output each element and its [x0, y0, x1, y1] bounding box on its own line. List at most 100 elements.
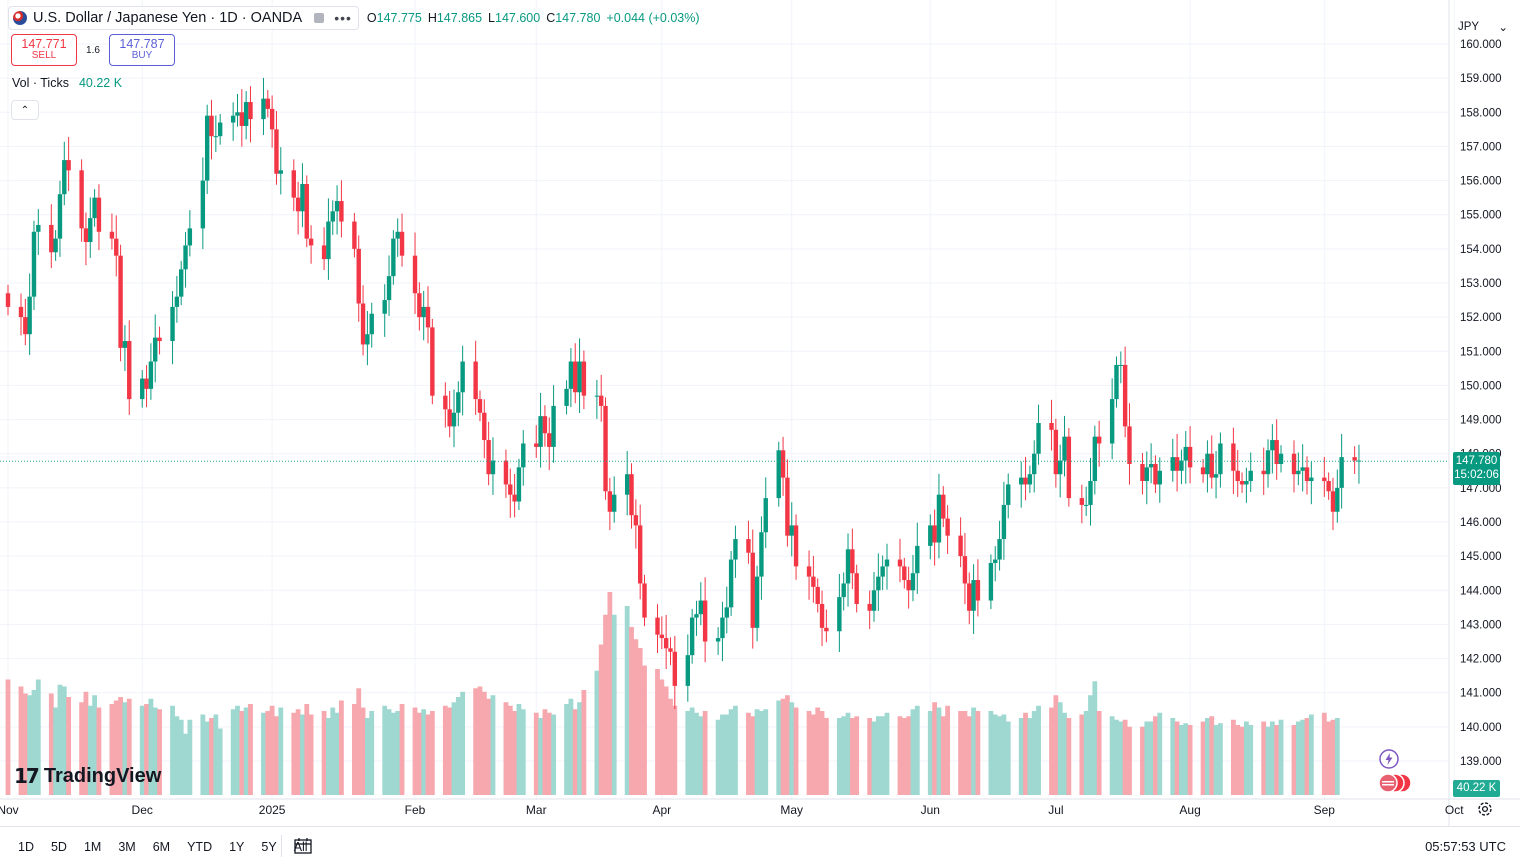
volume-bar [672, 705, 678, 795]
candle [880, 555, 885, 591]
price-tick-label: 141.000 [1460, 688, 1502, 700]
price-tick-label: 140.000 [1460, 722, 1502, 734]
volume-bar [421, 709, 427, 795]
candle-body [538, 416, 543, 447]
candle [1187, 426, 1193, 484]
candle [1261, 447, 1266, 495]
candle [66, 136, 71, 192]
volume-bar [1187, 725, 1193, 795]
price-tick-label: 160.000 [1460, 39, 1502, 51]
more-icon[interactable]: ••• [334, 10, 352, 26]
candle-body [1209, 453, 1214, 478]
volume-bar [1140, 726, 1145, 795]
flags-events-icon[interactable] [1376, 772, 1418, 794]
price-tick-label: 150.000 [1460, 380, 1502, 392]
candle [213, 115, 219, 153]
volume-bar [1031, 711, 1037, 795]
candle [326, 198, 331, 280]
candle [1326, 472, 1331, 500]
range-5y[interactable]: 5Y [261, 840, 277, 854]
volume-bar [425, 714, 431, 795]
volume-bar [217, 728, 223, 795]
candle-body [248, 102, 253, 120]
candle-body [1127, 426, 1132, 464]
candle [906, 566, 911, 609]
candle [936, 473, 942, 559]
volume-legend[interactable]: Vol · Ticks 40.22 K [12, 76, 122, 90]
candle-body [724, 607, 729, 618]
candle [1118, 351, 1124, 384]
volume-bar [958, 711, 963, 795]
volume-bar [932, 702, 938, 795]
candle-body [1122, 364, 1128, 427]
candle [369, 302, 374, 348]
volume-bar [1183, 723, 1189, 795]
candle [79, 159, 84, 242]
price-tick-label: 143.000 [1460, 619, 1502, 631]
volume-bar [1053, 695, 1059, 795]
utc-clock[interactable]: 05:57:53 UTC [1425, 839, 1506, 854]
buy-price: 147.787 [119, 37, 165, 51]
candle [724, 586, 729, 634]
candle [694, 600, 699, 636]
volume-bar [854, 716, 860, 795]
volume-bar [477, 686, 483, 795]
range-3m[interactable]: 3M [118, 840, 136, 854]
range-5d[interactable]: 5D [50, 840, 67, 854]
candle-body [1356, 460, 1362, 462]
symbol-title[interactable]: U.S. Dollar / Japanese Yen · 1D · OANDA [33, 10, 303, 26]
range-1d[interactable]: 1D [18, 840, 34, 854]
candle-body [213, 136, 219, 138]
candle-body [204, 115, 210, 181]
volume-bar [291, 712, 297, 795]
candle [612, 476, 617, 523]
candle [941, 486, 946, 528]
lightning-icon[interactable] [1378, 748, 1400, 770]
candle-body [993, 559, 998, 563]
sell-button[interactable]: 147.771 SELL [11, 34, 77, 66]
candle [23, 298, 28, 346]
candle [850, 528, 855, 590]
candle-body [1205, 453, 1210, 475]
gear-icon[interactable] [1476, 800, 1494, 818]
volume-bar [538, 718, 543, 795]
range-6m[interactable]: 6M [152, 840, 171, 854]
currency-select[interactable]: JPY ⌄ [1454, 17, 1512, 37]
candle-body [326, 221, 331, 260]
price-tick-label: 154.000 [1460, 244, 1502, 256]
volume-bar [819, 711, 825, 795]
range-ytd[interactable]: YTD [187, 840, 213, 854]
candle-body [209, 115, 214, 137]
symbol-box[interactable]: U.S. Dollar / Japanese Yen · 1D · OANDA … [8, 6, 359, 30]
collapse-icon[interactable]: ⌃ [11, 100, 39, 120]
spread-value: 1.6 [86, 44, 100, 56]
open-label: O [366, 11, 377, 25]
candle [174, 275, 180, 323]
volume-bar [520, 709, 526, 795]
candle [534, 425, 539, 458]
volume-bar [594, 670, 600, 795]
range-1y[interactable]: 1Y [229, 840, 245, 854]
tradingview-logo[interactable]: 17 TradingView [14, 764, 161, 788]
candle [672, 635, 678, 710]
volume-bar [412, 707, 418, 795]
buy-button[interactable]: 147.787 BUY [109, 34, 175, 66]
volume-bar [1205, 718, 1210, 795]
range-1m[interactable]: 1M [83, 840, 102, 854]
candle-body [153, 337, 158, 362]
candle [1088, 457, 1093, 526]
volume-bar [243, 707, 249, 795]
calendar-icon[interactable] [293, 837, 313, 855]
price-tick-label: 142.000 [1460, 654, 1502, 666]
candle [334, 185, 340, 235]
price-axis[interactable]: 160.000 159.000 158.000 157.000 156.000 155.0… [1448, 0, 1502, 826]
candle-body [629, 474, 634, 516]
volume-bar [845, 712, 851, 795]
time-axis[interactable]: Nov Dec 2025 Feb Mar Apr May Jun Jul Aug Sep Oct [0, 798, 1520, 817]
volume-bar [148, 698, 154, 795]
time-tick-label: Aug [1179, 803, 1200, 817]
candle [27, 273, 32, 355]
volume-bar [503, 702, 509, 795]
candlesticks [5, 77, 1362, 710]
